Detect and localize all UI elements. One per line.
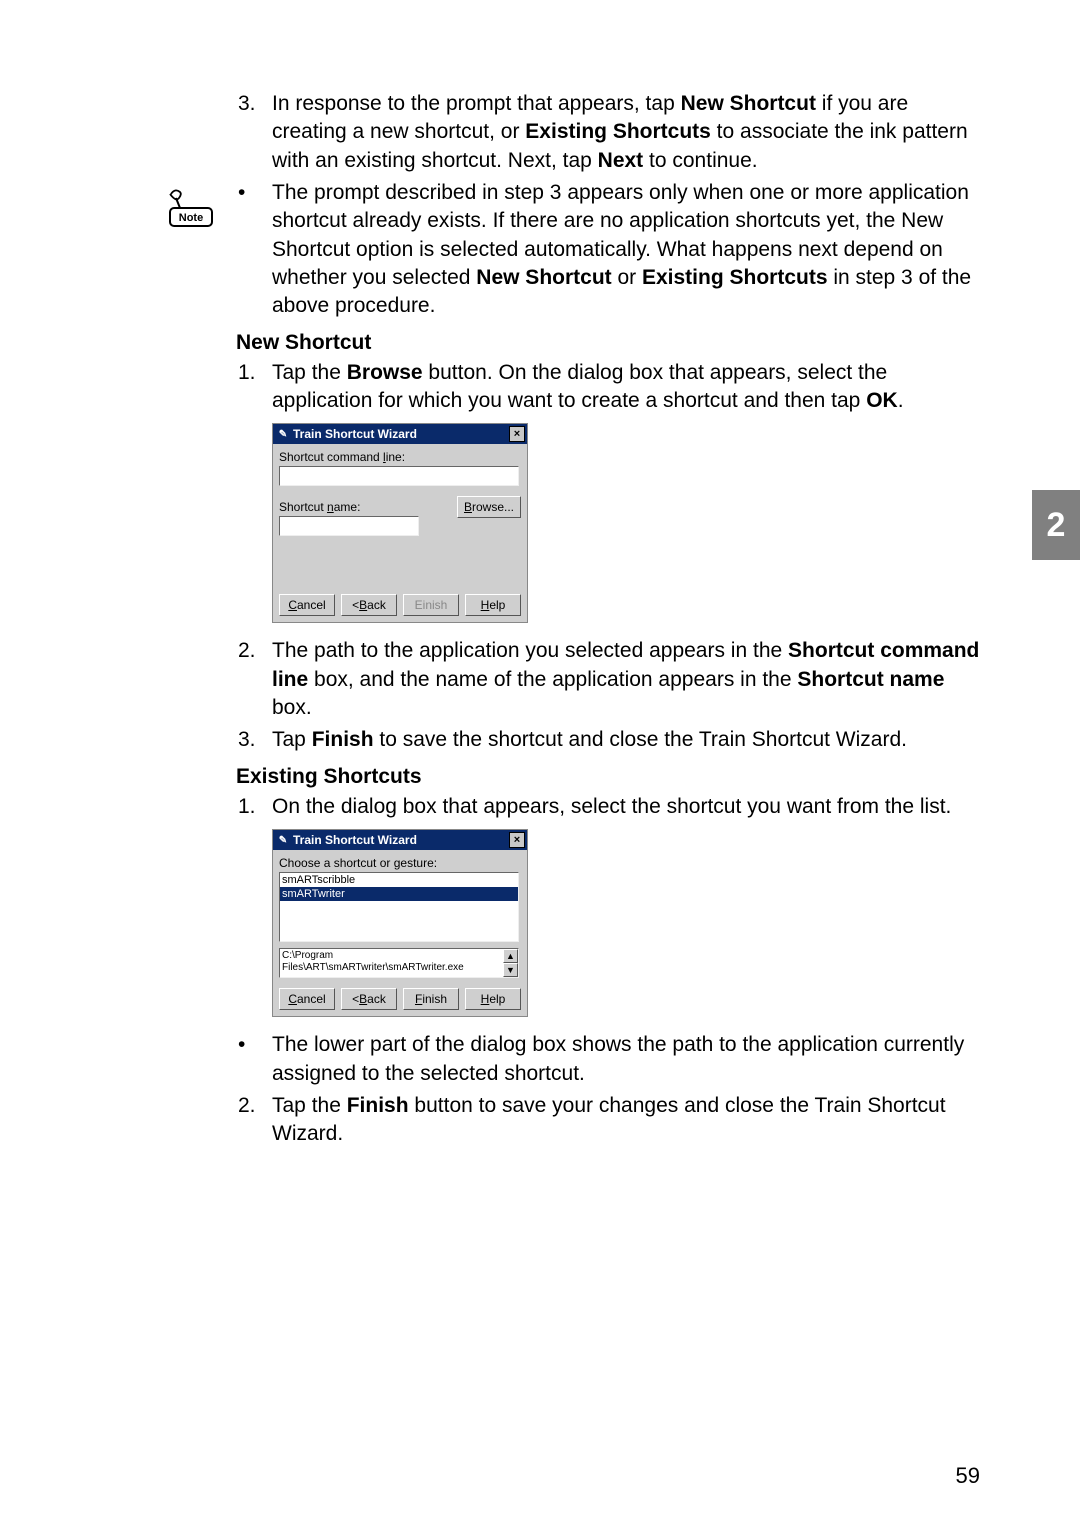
bullet-icon: • [236,179,272,321]
bullet-body: The lower part of the dialog box shows t… [272,1031,980,1088]
ns-step-1: 1. Tap the Browse button. On the dialog … [236,359,980,416]
finish-button[interactable]: Finish [403,988,459,1010]
text: Tap the [272,1094,347,1117]
note-icon: Note [166,188,221,230]
bold-text: Finish [347,1094,409,1117]
train-shortcut-wizard-dialog-new: ✎ Train Shortcut Wizard × l Shortcut com… [272,423,528,623]
text: In response to the prompt that appears, … [272,92,681,115]
bold-text: Shortcut name [797,668,944,691]
step-body: The path to the application you selected… [272,637,980,722]
command-line-input[interactable] [279,466,519,486]
text: to continue. [643,149,757,172]
text: to save the shortcut and close the Train… [374,728,907,751]
bold-text: Finish [312,728,374,751]
list-item[interactable]: smARTscribble [280,873,518,887]
help-button[interactable]: Help [465,594,521,616]
step-body: In response to the prompt that appears, … [272,90,980,175]
text: or [612,266,642,289]
back-button[interactable]: < Back [341,988,397,1010]
dialog-title: Train Shortcut Wizard [293,427,417,441]
note-bullet: • The prompt described in step 3 appears… [236,179,980,321]
bold-text: Next [598,149,644,172]
step-body: Tap the Finish button to save your chang… [272,1092,980,1149]
dialog-titlebar: ✎ Train Shortcut Wizard × [273,830,527,850]
page: Note 3. In response to the prompt that a… [0,0,1080,1529]
text: The path to the application you selected… [272,639,788,662]
scroll-up-icon[interactable]: ▲ [503,949,518,963]
bold-text: Existing Shortcuts [525,120,711,143]
cancel-button[interactable]: Cancel [279,594,335,616]
app-icon: ✎ [277,428,289,440]
bold-text: New Shortcut [681,92,816,115]
step-body: Tap Finish to save the shortcut and clos… [272,726,980,754]
step-body: On the dialog box that appears, select t… [272,793,980,821]
close-icon[interactable]: × [509,426,525,442]
train-shortcut-wizard-dialog-existing: ✎ Train Shortcut Wizard × Choose a short… [272,829,528,1017]
text: box. [272,696,312,719]
es-step-1: 1. On the dialog box that appears, selec… [236,793,980,821]
bold-text: New Shortcut [476,266,611,289]
browse-button[interactable]: Browse... [457,496,521,518]
dialog-body: l Shortcut command line: Browse... Short… [273,444,527,542]
text: Tap [272,728,312,751]
scroll-down-icon[interactable]: ▼ [503,963,518,977]
new-shortcut-heading: New Shortcut [236,331,980,355]
chapter-tab: 2 [1032,490,1080,560]
es-step-2: 2. Tap the Finish button to save your ch… [236,1092,980,1149]
path-text: C:\Program Files\ART\smARTwriter\smARTwr… [279,948,503,978]
step-3: 3. In response to the prompt that appear… [236,90,980,175]
ns-step-3: 3. Tap Finish to save the shortcut and c… [236,726,980,754]
page-number: 59 [956,1463,980,1489]
bold-text: OK [866,389,898,412]
bullet-icon: • [236,1031,272,1088]
cancel-button[interactable]: Cancel [279,988,335,1010]
step-body: Tap the Browse button. On the dialog box… [272,359,980,416]
step-number: 2. [236,637,272,722]
command-line-label: Shortcut command line: [279,450,521,464]
app-icon: ✎ [277,834,289,846]
es-bullet: • The lower part of the dialog box shows… [236,1031,980,1088]
close-icon[interactable]: × [509,832,525,848]
finish-button[interactable]: Einish [403,594,459,616]
dialog-button-row: Cancel < Back Einish Help [279,594,521,616]
svg-text:Note: Note [179,212,203,224]
path-display: C:\Program Files\ART\smARTwriter\smARTwr… [279,948,519,978]
ns-step-2: 2. The path to the application you selec… [236,637,980,722]
bold-text: Existing Shortcuts [642,266,828,289]
step-number: 1. [236,359,272,416]
dialog-body: Choose a shortcut or gesture: smARTscrib… [273,850,527,984]
bold-text: Browse [347,361,423,384]
step-number: 1. [236,793,272,821]
back-button[interactable]: < Back [341,594,397,616]
text: Tap the [272,361,347,384]
step-number: 3. [236,726,272,754]
dialog-title: Train Shortcut Wizard [293,833,417,847]
choose-label: Choose a shortcut or gesture: [279,856,521,870]
step-number: 2. [236,1092,272,1149]
shortcut-listbox[interactable]: smARTscribble smARTwriter [279,872,519,942]
text: box, and the name of the application app… [308,668,797,691]
help-button[interactable]: Help [465,988,521,1010]
scrollbar[interactable]: ▲ ▼ [503,948,519,978]
existing-shortcuts-heading: Existing Shortcuts [236,765,980,789]
text: . [898,389,904,412]
note-body: The prompt described in step 3 appears o… [272,179,980,321]
step-number: 3. [236,90,272,175]
dialog-button-row: Cancel < Back Finish Help [279,988,521,1010]
shortcut-name-input[interactable] [279,516,419,536]
dialog-titlebar: ✎ Train Shortcut Wizard × [273,424,527,444]
list-item-selected[interactable]: smARTwriter [280,887,518,901]
